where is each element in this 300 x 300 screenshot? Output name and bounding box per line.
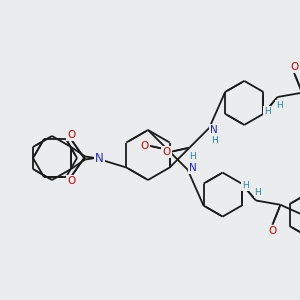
Text: N: N	[189, 163, 196, 172]
Text: O: O	[268, 226, 277, 236]
Text: O: O	[67, 130, 75, 140]
Text: O: O	[67, 176, 75, 187]
Text: H: H	[211, 136, 217, 146]
Text: H: H	[276, 100, 283, 109]
Text: O: O	[162, 147, 171, 157]
Text: N: N	[95, 152, 103, 164]
Text: H: H	[189, 152, 196, 161]
Text: N: N	[210, 125, 218, 135]
Text: H: H	[264, 107, 271, 116]
Text: H: H	[254, 188, 261, 197]
Text: O: O	[141, 141, 149, 151]
Text: H: H	[242, 181, 249, 190]
Text: O: O	[290, 62, 298, 72]
